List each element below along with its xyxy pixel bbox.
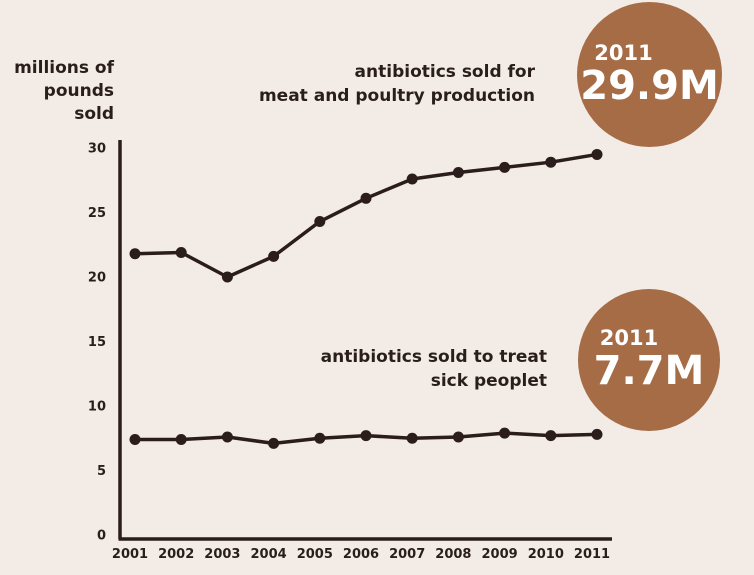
x-tick-label: 2004 (251, 547, 287, 562)
series-label-line: antibiotics sold for (354, 62, 535, 82)
badge-value: 7.7M (593, 348, 705, 394)
x-tick-label: 2009 (482, 547, 518, 562)
data-point (175, 246, 187, 258)
data-point (129, 434, 141, 446)
x-tick-labels: 2001 2002 2003 2004 2005 2006 2007 2008 2009 2010… (112, 547, 610, 562)
data-point (406, 432, 418, 444)
data-point (314, 216, 326, 228)
x-tick-label: 2011 (574, 547, 610, 562)
series-group (129, 148, 603, 449)
data-point (221, 271, 233, 283)
y-axis-label-line: sold (74, 104, 114, 124)
y-tick-label: 15 (88, 335, 106, 350)
data-point (545, 156, 557, 168)
y-tick-label: 10 (88, 400, 106, 415)
x-tick-label: 2002 (158, 547, 194, 562)
badge-year: 2011 (599, 326, 659, 350)
x-tick-label: 2001 (112, 547, 148, 562)
series-label-line: meat and poultry production (258, 86, 535, 106)
data-point (129, 248, 141, 260)
badge-meat-poultry-2011: 2011 29.9M (577, 2, 722, 147)
y-tick-label: 25 (88, 206, 106, 221)
data-point (499, 161, 511, 173)
y-axis-label-line: pounds (43, 81, 114, 101)
data-point (221, 431, 233, 443)
data-point (268, 250, 280, 262)
data-point (406, 173, 418, 185)
data-point (591, 428, 603, 440)
x-tick-label: 2008 (435, 547, 471, 562)
data-point (452, 167, 464, 179)
y-tick-label: 30 (88, 142, 106, 157)
data-point (452, 431, 464, 443)
data-point (591, 148, 603, 160)
data-point (268, 437, 280, 449)
x-tick-label: 2003 (204, 547, 240, 562)
series-label-sick-people: antibiotics sold to treat sick peoplet (321, 345, 547, 393)
y-tick-label: 5 (97, 464, 106, 479)
data-point (360, 192, 372, 204)
x-tick-label: 2007 (389, 547, 425, 562)
badge-year: 2011 (594, 40, 653, 65)
series-label-meat-poultry: antibiotics sold for meat and poultry pr… (259, 60, 535, 108)
series-line-0 (134, 152, 598, 279)
data-point (175, 434, 187, 446)
series-label-line: sick peoplet (430, 371, 547, 391)
y-axis-label: millions of pounds sold (10, 57, 114, 126)
y-tick-labels: 0 5 10 15 20 25 30 (88, 142, 106, 544)
badge-sick-people-2011: 2011 7.7M (578, 289, 720, 431)
badge-value: 29.9M (580, 62, 719, 109)
axes (118, 140, 612, 541)
data-point (545, 430, 557, 442)
x-tick-label: 2005 (297, 547, 333, 562)
data-point (360, 430, 372, 442)
x-tick-label: 2010 (528, 547, 564, 562)
x-tick-label: 2006 (343, 547, 379, 562)
data-point (314, 432, 326, 444)
y-tick-label: 0 (97, 529, 106, 544)
y-tick-label: 20 (88, 271, 106, 286)
series-label-line: antibiotics sold to treat (320, 347, 547, 367)
data-point (499, 427, 511, 439)
y-axis-label-line: millions of (14, 58, 114, 78)
